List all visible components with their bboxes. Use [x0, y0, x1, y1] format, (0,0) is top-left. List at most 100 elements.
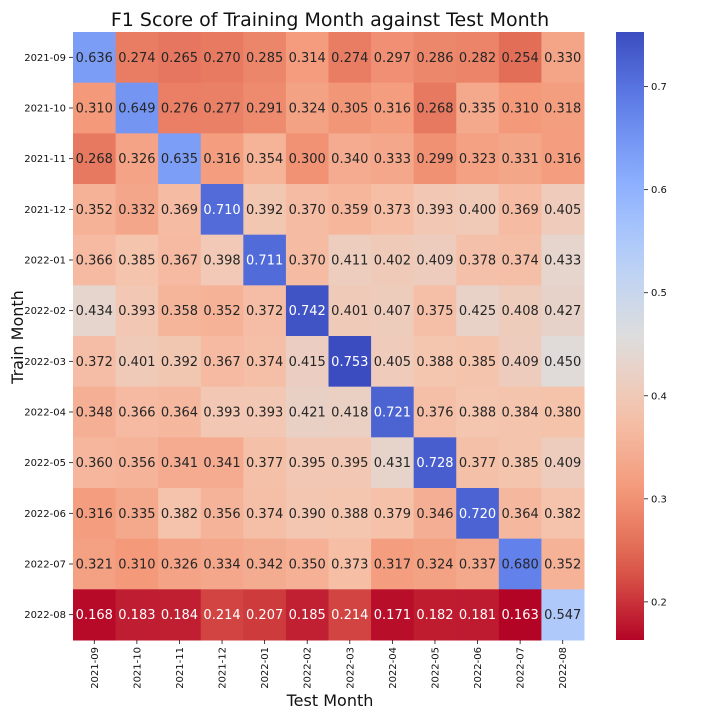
- cell-value-label: 0.214: [331, 608, 368, 623]
- x-tick-label: 2022-05: [430, 647, 441, 689]
- cell-value-label: 0.366: [76, 254, 113, 269]
- heatmap-cell: [413, 133, 457, 185]
- x-tick-label: 2021-12: [218, 647, 229, 689]
- heatmap-cell: [328, 488, 372, 540]
- cell-value-label: 0.388: [416, 355, 453, 370]
- y-tick-label: 2022-01: [24, 256, 66, 267]
- cell-value-label: 0.393: [416, 203, 453, 218]
- cell-value-label: 0.407: [374, 304, 411, 319]
- cell-value-label: 0.326: [161, 558, 198, 573]
- cell-value-label: 0.388: [459, 406, 496, 421]
- cell-value-label: 0.377: [459, 456, 496, 471]
- heatmap-cell: [498, 32, 542, 84]
- heatmap-cell: [328, 336, 372, 388]
- heatmap-cell: [73, 184, 117, 236]
- cell-value-label: 0.333: [374, 152, 411, 167]
- heatmap-cell: [285, 437, 329, 489]
- heatmap-cell: [456, 32, 500, 84]
- heatmap-cell: [413, 82, 457, 134]
- cell-value-label: 0.547: [544, 608, 581, 623]
- cell-value-label: 0.382: [544, 507, 581, 522]
- cell-value-label: 0.395: [331, 456, 368, 471]
- y-tick-labels: 2021-09 2021-10 2021-11 2021-12 2022-01 2022-…: [24, 53, 73, 621]
- heatmap-cell: [498, 336, 542, 388]
- heatmap-cell: [413, 234, 457, 286]
- cell-value-label: 0.411: [331, 254, 368, 269]
- cell-value-label: 0.352: [76, 203, 113, 218]
- x-tick-label: 2022-07: [516, 647, 527, 689]
- heatmap-cell: [200, 589, 244, 641]
- cell-value-label: 0.321: [76, 558, 113, 573]
- cell-value-label: 0.385: [118, 254, 155, 269]
- x-tick-labels: 2021-09 2021-10 2021-11 2021-12 2022-01 2022-…: [90, 640, 569, 689]
- cell-value-label: 0.291: [246, 102, 283, 117]
- heatmap-cell: [541, 133, 585, 185]
- heatmap-cell: [73, 538, 117, 590]
- cell-value-label: 0.350: [289, 558, 326, 573]
- heatmap-cell: [456, 386, 500, 438]
- cell-value-label: 0.393: [203, 406, 240, 421]
- cell-value-label: 0.418: [331, 406, 368, 421]
- cell-value-label: 0.214: [203, 608, 240, 623]
- heatmap-cell: [158, 336, 202, 388]
- heatmap-cell: [371, 336, 415, 388]
- heatmap-cell: [413, 32, 457, 84]
- heatmap-cell: [371, 538, 415, 590]
- cell-value-label: 0.375: [416, 304, 453, 319]
- cell-value-label: 0.710: [203, 203, 240, 218]
- cell-value-label: 0.314: [289, 51, 326, 66]
- heatmap-cell: [371, 437, 415, 489]
- heatmap-cell: [541, 234, 585, 286]
- cell-value-label: 0.163: [502, 608, 539, 623]
- heatmap-cell: [200, 184, 244, 236]
- heatmap-cell: [285, 336, 329, 388]
- y-tick-label: 2021-12: [24, 205, 66, 216]
- heatmap-cell: [200, 488, 244, 540]
- cell-value-label: 0.185: [289, 608, 326, 623]
- heatmap-cell: [243, 133, 287, 185]
- heatmap-cell: [243, 386, 287, 438]
- heatmap-cell: [158, 538, 202, 590]
- cell-value-label: 0.388: [331, 507, 368, 522]
- heatmap-cell: [243, 184, 287, 236]
- colorbar-tick-label: 0.4: [651, 391, 667, 402]
- heatmap-cell: [115, 589, 159, 641]
- cell-value-label: 0.360: [76, 456, 113, 471]
- cell-value-label: 0.171: [374, 608, 411, 623]
- cell-value-label: 0.286: [416, 51, 453, 66]
- x-tick-label: 2022-02: [303, 647, 314, 689]
- heatmap-cell: [498, 285, 542, 337]
- cell-value-label: 0.337: [459, 558, 496, 573]
- heatmap-cell: [498, 184, 542, 236]
- heatmap-cell: [328, 386, 372, 438]
- cell-value-label: 0.369: [161, 203, 198, 218]
- cell-value-label: 0.310: [76, 102, 113, 117]
- heatmap-cell: [498, 437, 542, 489]
- cell-value-label: 0.370: [289, 203, 326, 218]
- cell-value-label: 0.367: [161, 254, 198, 269]
- cell-value-label: 0.377: [246, 456, 283, 471]
- cell-value-label: 0.720: [459, 507, 496, 522]
- heatmap-cell: [115, 133, 159, 185]
- cell-value-label: 0.450: [544, 355, 581, 370]
- heatmap-cell: [285, 184, 329, 236]
- cell-value-label: 0.300: [289, 152, 326, 167]
- cell-value-label: 0.369: [502, 203, 539, 218]
- heatmap-cell: [328, 285, 372, 337]
- heatmap-cell: [456, 184, 500, 236]
- cell-value-label: 0.334: [203, 558, 240, 573]
- x-tick-label: 2022-04: [388, 647, 399, 689]
- cell-value-label: 0.392: [161, 355, 198, 370]
- heatmap-cell: [243, 285, 287, 337]
- y-tick-label: 2022-03: [24, 357, 66, 368]
- cell-value-label: 0.415: [289, 355, 326, 370]
- heatmap-cell: [328, 234, 372, 286]
- cell-value-label: 0.392: [246, 203, 283, 218]
- cell-value-label: 0.433: [544, 254, 581, 269]
- cell-value-label: 0.348: [76, 406, 113, 421]
- cell-value-label: 0.168: [76, 608, 113, 623]
- heatmap-cell: [328, 32, 372, 84]
- heatmap-cell: [456, 82, 500, 134]
- cell-value-label: 0.378: [459, 254, 496, 269]
- cell-value-label: 0.310: [118, 558, 155, 573]
